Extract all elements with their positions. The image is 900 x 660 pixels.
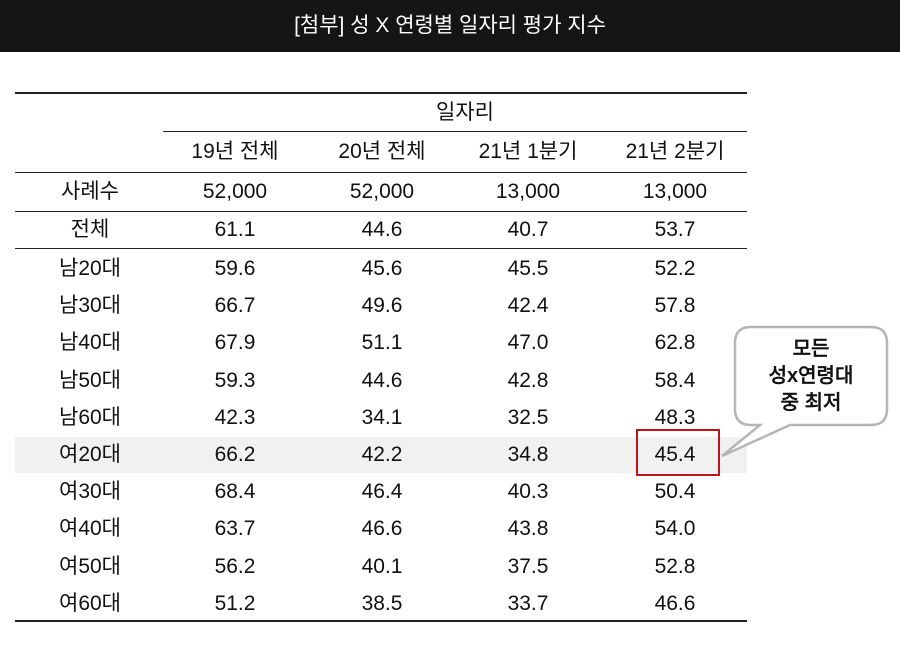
table-cell: 59.6: [214, 257, 256, 280]
title-bar: [0, 0, 900, 52]
table-cell: 61.1: [214, 218, 256, 241]
table-cell: 32.5: [507, 405, 549, 429]
callout-text: 성x연령대: [768, 365, 854, 387]
rule: [163, 131, 747, 132]
table-cell: 50.4: [654, 480, 696, 504]
table-cell: 40.1: [361, 554, 403, 578]
table-cell: 52,000: [202, 180, 268, 203]
table-cell: 52.8: [654, 554, 696, 578]
table-cell: 43.8: [507, 517, 549, 541]
callout-text: 모든: [792, 338, 830, 360]
table-cell: 42.3: [214, 405, 256, 429]
column-header: 19년 전체: [191, 140, 279, 163]
table-cell: 42.4: [507, 294, 549, 318]
rule: [15, 620, 747, 622]
page-title: [첨부] 성 X 연령별 일자리 평가 지수: [294, 14, 606, 37]
table-cell: 37.5: [507, 554, 549, 578]
row-label: 여20대: [59, 443, 121, 466]
row-label: 남20대: [59, 257, 121, 280]
group-header: 일자리: [436, 101, 494, 124]
table-cell: 66.7: [214, 294, 256, 318]
rule: [15, 211, 747, 212]
row-label: 여60대: [59, 591, 121, 615]
column-header: 21년 1분기: [478, 140, 578, 163]
table-cell: 68.4: [214, 480, 256, 504]
table-cell: 58.4: [654, 368, 696, 392]
table-cell: 38.5: [361, 591, 403, 615]
table-cell: 46.6: [654, 591, 696, 615]
row-label: 남40대: [59, 331, 121, 355]
table-cell: 46.6: [361, 517, 403, 541]
table-cell: 40.3: [507, 480, 549, 504]
row-label: 여50대: [59, 554, 121, 578]
row-label: 남30대: [59, 294, 121, 318]
table-cell: 62.8: [654, 331, 696, 355]
table-cell: 59.3: [214, 368, 256, 392]
row-label: 남50대: [59, 368, 121, 392]
table-cell: 42.2: [361, 443, 403, 466]
row-label: 전체: [70, 218, 110, 241]
table-cell: 52,000: [349, 180, 415, 203]
table-cell: 57.8: [654, 294, 696, 318]
row-label: 사례수: [61, 180, 119, 203]
column-header: 21년 2분기: [625, 140, 725, 163]
highlight-box: [636, 429, 720, 476]
row-label: 여40대: [59, 517, 121, 541]
table-cell: 47.0: [507, 331, 549, 355]
highlight-row: [15, 437, 747, 473]
table-cell: 45.6: [361, 257, 403, 280]
rule: [15, 248, 747, 249]
table-cell: 52.2: [654, 257, 696, 280]
table-cell: 33.7: [507, 591, 549, 615]
row-label: 남60대: [59, 405, 121, 429]
table-cell: 44.6: [361, 218, 403, 241]
table-cell: 63.7: [214, 517, 256, 541]
table-cell: 45.5: [507, 257, 549, 280]
table-cell: 45.4: [654, 443, 696, 466]
table-cell: 51.1: [361, 331, 403, 355]
table-cell: 40.7: [507, 218, 549, 241]
table-cell: 42.8: [507, 368, 549, 392]
rule: [15, 92, 747, 94]
table-cell: 13,000: [642, 180, 708, 203]
table-cell: 13,000: [495, 180, 561, 203]
table-cell: 46.4: [361, 480, 403, 504]
table-cell: 34.1: [361, 405, 403, 429]
table-cell: 54.0: [654, 517, 696, 541]
rule: [15, 172, 747, 173]
table-cell: 34.8: [507, 443, 549, 466]
table-cell: 49.6: [361, 294, 403, 318]
table-cell: 66.2: [214, 443, 256, 466]
table-cell: 67.9: [214, 331, 256, 355]
row-label: 여30대: [59, 480, 121, 504]
table-cell: 53.7: [654, 218, 696, 241]
table-cell: 44.6: [361, 368, 403, 392]
table-cell: 48.3: [654, 405, 696, 429]
column-header: 20년 전체: [338, 140, 426, 163]
table-cell: 56.2: [214, 554, 256, 578]
table-cell: 51.2: [214, 591, 256, 615]
callout-text: 중 최저: [780, 392, 842, 414]
